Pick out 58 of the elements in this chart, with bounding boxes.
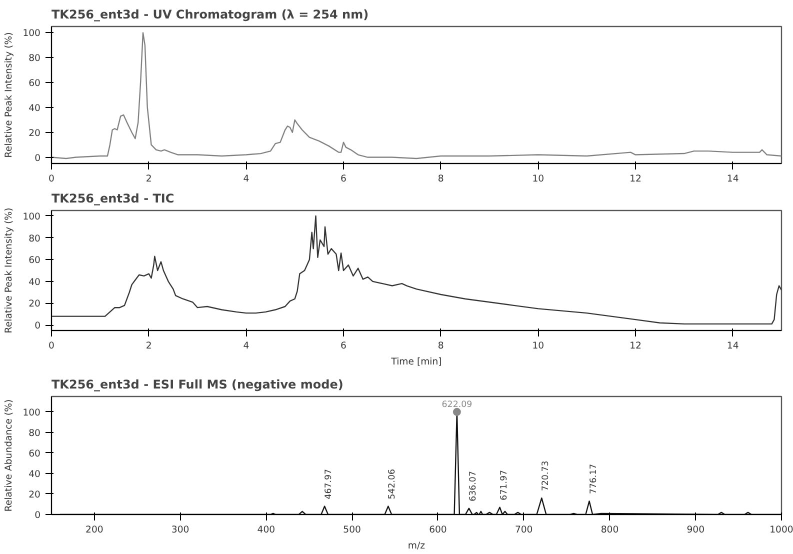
x-axis-title: m/z [408, 540, 426, 552]
x-tick-label: 12 [630, 174, 642, 184]
x-tick-label: 4 [243, 174, 250, 184]
x-axis-title: Time [min] [390, 356, 442, 368]
y-tick-label: 60 [28, 255, 41, 266]
x-tick-label: 8 [438, 340, 444, 352]
chart-title: TK256_ent3d - UV Chromatogram (λ = 254 nm) [52, 8, 369, 22]
x-tick-label: 200 [86, 524, 104, 536]
y-tick-label: 0 [34, 510, 41, 521]
x-tick-label: 6 [340, 340, 347, 352]
x-tick-label: 2 [146, 340, 152, 352]
annotation: 720.73 [541, 460, 552, 492]
x-tick-label: 10 [532, 174, 544, 184]
y-tick-label: 0 [34, 152, 41, 164]
annotation: 671.97 [499, 470, 510, 500]
y-tick-label: 40 [28, 102, 41, 114]
x-tick-label: 14 [726, 340, 739, 352]
y-tick-label: 60 [28, 448, 41, 460]
x-tick-label: 10 [532, 340, 544, 352]
x-tick-label: 1000 [770, 524, 793, 536]
x-tick-label: 700 [514, 524, 533, 536]
x-tick-label: 8 [438, 174, 444, 184]
x-tick-label: 0 [48, 340, 55, 352]
y-axis-title: Relative Peak Intensity (%) [4, 32, 15, 158]
y-tick-label: 100 [22, 28, 41, 40]
chart-title: TK256_ent3d - TIC [52, 192, 174, 206]
x-tick-label: 800 [600, 524, 619, 536]
annotation: 542.06 [388, 468, 398, 500]
x-tick-label: 2 [146, 174, 152, 184]
annotation: 776.17 [588, 464, 599, 494]
x-tick-label: 4 [243, 340, 250, 352]
y-tick-label: 100 [22, 407, 41, 418]
y-tick-label: 20 [28, 298, 41, 310]
x-tick-label: 14 [726, 174, 739, 184]
x-tick-label: 0 [48, 174, 55, 184]
annotation: 622.09 [442, 400, 472, 410]
x-tick-label: 300 [171, 524, 190, 536]
y-tick-label: 0 [34, 320, 41, 332]
x-tick-label: 900 [686, 524, 705, 536]
x-tick-label: 400 [257, 524, 276, 536]
x-tick-label: 6 [340, 174, 347, 184]
y-tick-label: 100 [22, 211, 41, 222]
annotation: 636.07 [468, 471, 478, 502]
y-tick-label: 40 [28, 276, 41, 288]
y-tick-label: 20 [28, 128, 41, 139]
y-axis-title: Relative Peak Intensity (%) [4, 208, 15, 334]
annotation: 467.97 [324, 468, 334, 500]
x-tick-label: 600 [429, 524, 447, 536]
y-tick-label: 60 [28, 78, 41, 90]
y-axis-title: Relative Abundance (%) [4, 399, 15, 512]
y-tick-label: 40 [28, 468, 41, 480]
x-tick-label: 500 [343, 524, 362, 536]
chart-title: TK256_ent3d - ESI Full MS (negative mode) [52, 378, 344, 392]
y-tick-label: 80 [28, 428, 41, 439]
y-tick-label: 80 [28, 53, 41, 64]
x-tick-label: 12 [630, 340, 642, 352]
y-tick-label: 20 [28, 489, 41, 500]
y-tick-label: 80 [28, 233, 41, 244]
